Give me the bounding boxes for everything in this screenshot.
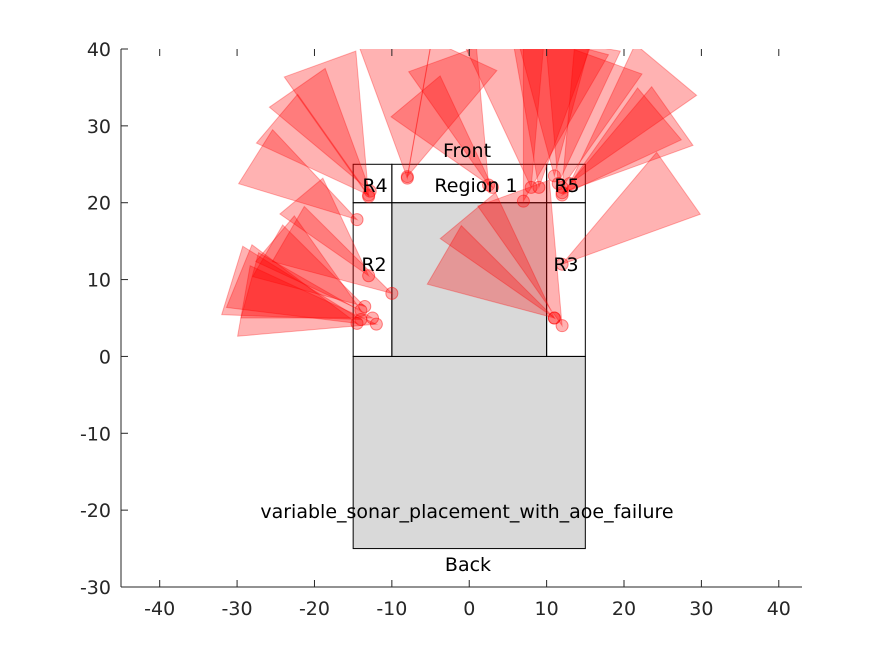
sonar-cone-10 [255,93,371,197]
sonar-cone-14 [406,49,498,179]
sonar-cone-22 [561,49,643,190]
x-tick-label: -30 [222,598,253,620]
region-5-label: R5 [554,175,579,197]
sonar-cone-1 [225,243,359,325]
sonar-sensor-2 [354,313,368,327]
sonar-cone-27 [439,191,556,320]
x-tick-label: 0 [463,598,475,620]
y-tick-label: 40 [87,39,111,61]
sonar-sensor-20 [547,169,561,183]
sonar-sensor-21 [551,177,565,190]
sonar-sensor-6 [354,303,368,317]
sonar-cone-7 [279,177,370,278]
front-label: Front [443,140,491,162]
sonar-cone-2 [221,245,363,321]
sonar-sensor-16 [482,178,496,192]
y-tick-label: 10 [87,270,111,292]
sonar-cone-18 [465,49,544,190]
region-1-label: Region 1 [434,175,517,197]
sonar-sensor-11 [363,184,377,198]
x-tick-label: 30 [689,598,713,620]
sonar-cone-23 [560,85,694,194]
sonar-cone-16 [407,49,490,187]
back-label: Back [445,554,491,576]
y-tick-label: 20 [87,193,111,215]
sonar-cone-12 [283,50,370,199]
sonar-sensor-23 [555,186,569,200]
x-tick-label: -20 [299,598,330,620]
sonar-sensor-28 [555,319,569,333]
region-4-label: R4 [362,175,387,197]
regions-layer [352,163,586,550]
sonar-sensor-10 [362,188,376,202]
sonar-cone-26 [426,224,557,319]
y-tick-label: -30 [80,577,111,599]
x-ticks: -40 -30 -20 -10 0 10 20 30 40 [144,49,791,620]
sonar-sensor-24 [563,177,577,190]
sonar-sensor-26 [547,311,561,325]
x-tick-label: 10 [535,598,559,620]
sonar-cone-5 [237,264,379,337]
sensor-cones-layer [221,49,702,337]
sonar-cone-29 [560,151,702,266]
aoe-failure-label: variable_sonar_placement_with_aoe_failur… [260,501,673,523]
sonar-cone-25 [560,87,683,197]
sonar-sensor-27 [547,311,561,325]
sonar-sensor-5 [369,317,383,331]
x-tick-label: -10 [376,598,407,620]
x-tick-label: 20 [612,598,636,620]
sonar-cone-8 [271,205,394,295]
back-region-box [352,355,586,550]
sonar-sensor-14 [400,170,414,184]
sonar-cone-21 [545,49,622,186]
sonar-cone-17 [522,49,610,204]
region-5-box [546,163,586,204]
y-tick-label: -20 [80,500,111,522]
sonar-cone-19 [513,49,591,190]
sonar-sensor-18 [524,180,538,194]
sonar-cone-28 [476,179,563,328]
y-tick-label: 0 [99,346,111,368]
sonar-sensor-8 [385,286,399,300]
sonar-sensor-3 [358,299,372,313]
sonar-cone-3 [251,224,367,308]
region-4-box [352,163,393,204]
sonar-sensor-29 [555,257,569,271]
sonar-cone-24 [568,49,698,185]
region-2-label: R2 [361,254,386,276]
sonar-cone-15 [390,75,494,189]
sonar-sensor-4 [366,311,380,325]
sonar-cone-4 [240,251,375,319]
sonar-cone-20 [519,49,590,178]
axes-layer [120,49,802,588]
sonar-sensor-13 [400,171,414,185]
sonar-cone-6 [254,215,363,312]
sonar-sensor-15 [485,180,499,194]
y-tick-label: 30 [87,116,111,138]
sonar-sensor-7 [362,269,376,283]
sonar-sensor-12 [362,190,376,204]
x-tick-label: -40 [144,598,175,620]
region-3-label: R3 [553,254,578,276]
sonar-sensor-22 [555,180,569,194]
region-labels-layer: Front Region 1 R4 R5 R2 R3 variable_sona… [260,140,673,576]
sonar-cone-9 [237,128,359,221]
sonar-sensor-17 [516,194,530,208]
sonar-sensor-25 [555,188,569,202]
sonar-sensor-19 [532,180,546,194]
x-tick-label: 40 [767,598,791,620]
sonar-cone-13 [359,49,431,181]
y-tick-label: -10 [80,423,111,445]
sonar-sensor-1 [350,316,364,330]
sonar-cone-11 [268,67,372,193]
sonar-sensor-9 [350,213,364,227]
y-ticks: -30 -20 -10 0 10 20 30 40 [80,39,128,599]
